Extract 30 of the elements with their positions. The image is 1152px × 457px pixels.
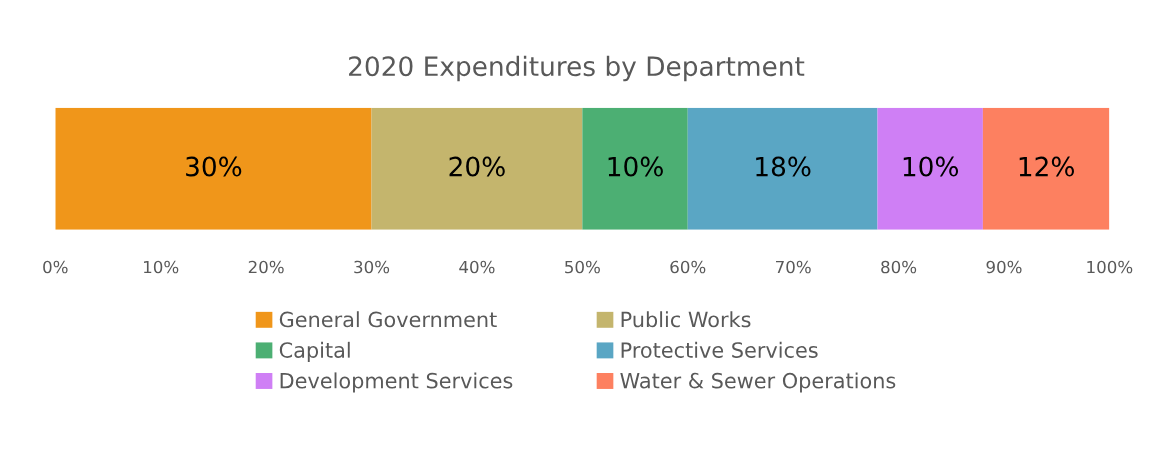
bar [687,107,878,230]
x-tick-label: 50% [565,260,600,274]
legend-label: Protective Services [621,341,818,358]
x-tick-label: 0% [43,260,68,274]
x-tick-label: 90% [986,260,1022,274]
x-tick-label: 10% [144,260,179,274]
data-label: 10% [608,156,663,177]
data-label: 10% [903,156,959,177]
legend-label: Development Services [280,372,513,393]
data-label: 18% [756,156,811,177]
x-tick-label: 80% [881,260,917,274]
chart-title: 2020 Expenditures by Department [349,55,805,82]
data-label: 12% [1019,156,1074,177]
legend-label: Capital [279,341,350,362]
bar [877,107,983,230]
bar [371,107,583,230]
data-label: 30% [186,156,242,177]
x-tick-label: 100% [1087,260,1133,274]
bar [55,107,372,230]
bar [982,107,1110,230]
legend-label: General Government [279,311,497,328]
x-tick-label: 30% [354,260,390,274]
x-tick-label: 40% [459,260,495,274]
bar [582,107,688,230]
data-label: 20% [449,156,505,177]
legend-label: Water & Sewer Operations [620,372,896,393]
x-tick-label: 60% [670,260,706,274]
x-tick-label: 20% [248,260,284,274]
legend-label: Public Works [621,311,751,328]
x-tick-label: 70% [776,260,811,274]
